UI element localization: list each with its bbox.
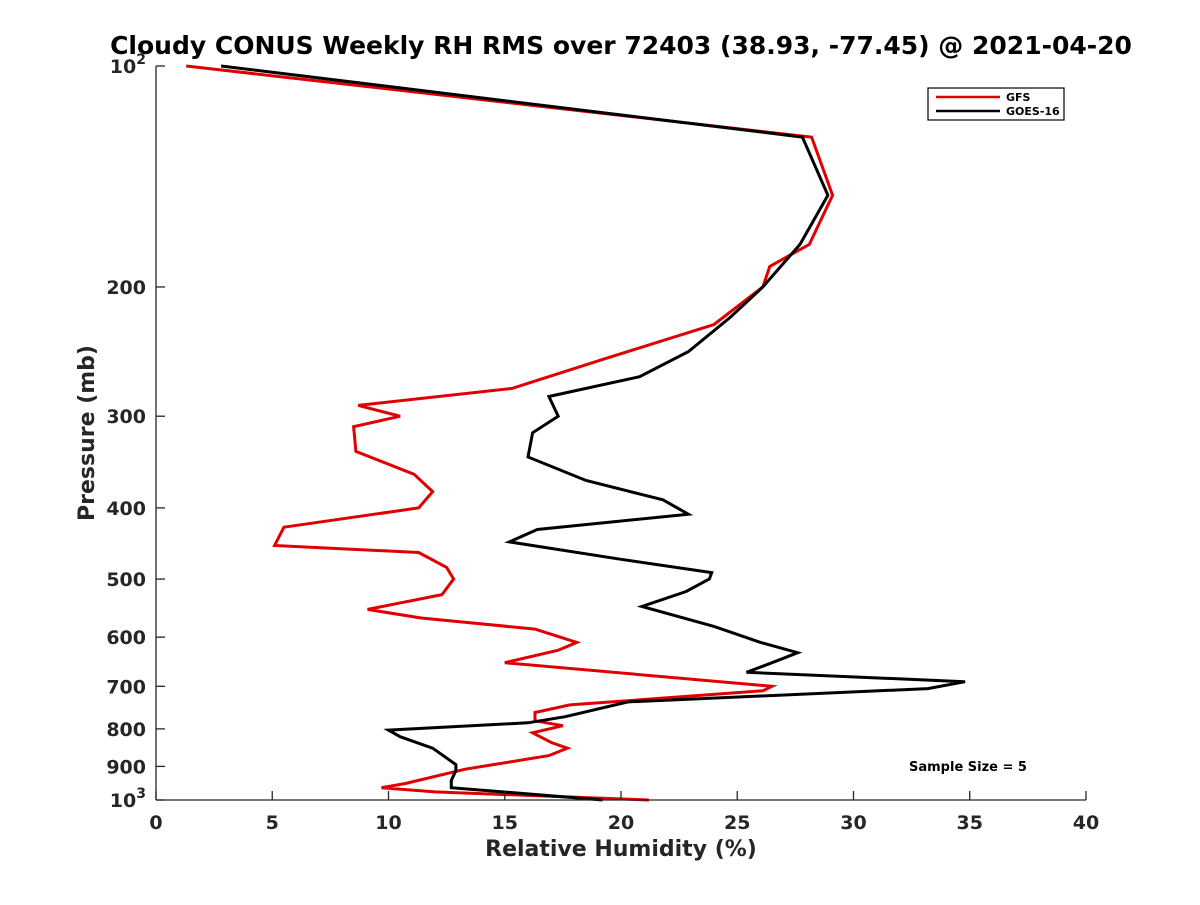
legend-label-gfs: GFS	[1006, 91, 1031, 104]
y-tick-label: 200	[106, 277, 146, 299]
y-tick-label: 300	[106, 406, 146, 428]
x-tick-label: 20	[608, 812, 634, 834]
sample-size-annotation: Sample Size = 5	[909, 760, 1027, 775]
y-tick-label: 700	[106, 676, 146, 698]
x-tick-label: 0	[149, 812, 162, 834]
series-layer	[186, 64, 966, 802]
y-tick-label: 900	[106, 756, 146, 778]
x-axis-label: Relative Humidity (%)	[485, 837, 757, 862]
y-tick-label: 600	[106, 627, 146, 649]
x-tick-label: 40	[1073, 812, 1099, 834]
y-axis-label: Pressure (mb)	[75, 345, 100, 521]
series-line-goes16	[220, 64, 966, 802]
x-tick-label: 5	[266, 812, 279, 834]
x-tick-label: 35	[957, 812, 983, 834]
x-tick-label: 15	[492, 812, 518, 834]
legend-box	[927, 87, 1065, 121]
chart-title: Cloudy CONUS Weekly RH RMS over 72403 (3…	[110, 31, 1132, 60]
y-ticks: 102 200 300 400 500 600 700 800 900 103	[106, 52, 165, 812]
legend: GFS GOES-16	[927, 87, 1065, 121]
x-ticks: 0 5 10 15 20 25 30 35 40	[149, 791, 1099, 834]
y-tick-label: 102	[110, 52, 146, 78]
y-tick-label: 400	[106, 498, 146, 520]
series-line-gfs	[186, 64, 835, 802]
x-tick-label: 30	[840, 812, 866, 834]
plot-area	[156, 66, 1086, 800]
y-tick-label: 800	[106, 719, 146, 741]
x-tick-label: 25	[724, 812, 750, 834]
x-tick-label: 10	[375, 812, 401, 834]
y-tick-label: 103	[110, 786, 146, 812]
legend-label-goes16: GOES-16	[1006, 105, 1060, 118]
y-tick-label: 500	[106, 569, 146, 591]
